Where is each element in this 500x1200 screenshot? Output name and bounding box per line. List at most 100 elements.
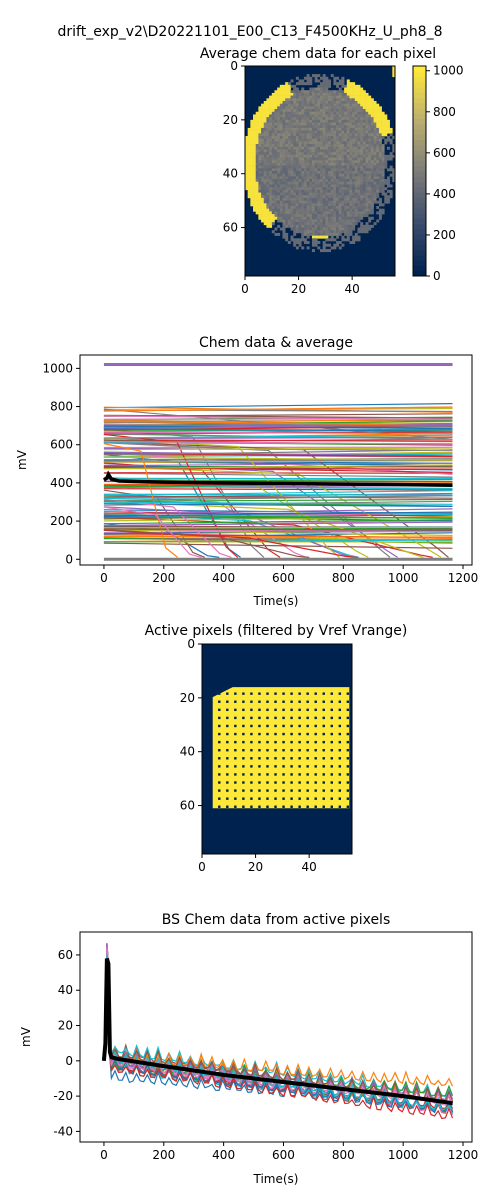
heatmap-cell (320, 189, 323, 193)
heatmap-cell (277, 197, 281, 201)
heatmap-cell (368, 98, 372, 102)
inactive-pixel (218, 749, 221, 752)
heatmap-cell (298, 125, 302, 129)
colorbar-step (413, 255, 426, 261)
heatmap-cell (309, 125, 313, 129)
heatmap-cell (378, 179, 382, 183)
heatmap-cell (352, 195, 356, 199)
series-line (103, 436, 453, 440)
heatmap-cell (341, 130, 345, 134)
heatmap-cell (386, 119, 390, 123)
heatmap-cell (349, 146, 353, 150)
heatmap-cell (357, 125, 361, 129)
heatmap-cell (314, 141, 318, 145)
heatmap-cell (357, 111, 361, 115)
heatmap-cell (277, 162, 281, 166)
heatmap-cell (247, 149, 251, 153)
heatmap-cell (360, 138, 364, 142)
heatmap-cell (269, 127, 273, 131)
heatmap-cell (336, 179, 340, 183)
heatmap-cell (344, 109, 348, 113)
heatmap-cell (277, 141, 281, 145)
heatmap-cell (373, 136, 377, 139)
y-tick-label: 60 (58, 948, 73, 962)
heatmap-cell (354, 136, 358, 139)
heatmap-cell (344, 219, 348, 223)
inactive-pixel (338, 700, 342, 703)
heatmap-cell (293, 181, 297, 185)
heatmap-cell (370, 152, 374, 156)
heatmap-cell (295, 189, 299, 193)
heatmap-cell (258, 211, 262, 215)
heatmap-cell (274, 114, 278, 118)
heatmap-cell (266, 200, 270, 204)
inactive-pixel (346, 724, 350, 728)
colorbar-step (413, 265, 426, 272)
heatmap-cell (274, 152, 278, 156)
heatmap-cell (376, 106, 380, 110)
heatmap-cell (346, 222, 350, 226)
heatmap-cell (360, 119, 364, 123)
heatmap-cell (328, 125, 332, 129)
heatmap-cell (290, 136, 294, 139)
heatmap-cell (285, 103, 289, 107)
heatmap-cell (373, 109, 377, 113)
heatmap-cell (381, 184, 385, 188)
heatmap-cell (344, 141, 348, 145)
heatmap-cell (357, 106, 361, 110)
inactive-pixel (314, 773, 317, 776)
heatmap-cell (341, 122, 345, 126)
heatmap-cell (301, 82, 305, 86)
heatmap-cell (287, 171, 291, 174)
heatmap-cell (362, 181, 366, 185)
heatmap-cell (325, 168, 329, 172)
heatmap-cell (322, 103, 326, 107)
heatmap-cell (330, 195, 334, 199)
heatmap-cell (309, 187, 313, 191)
heatmap-cell (311, 235, 315, 239)
heatmap-cell (352, 206, 356, 209)
heatmap-cell (389, 189, 393, 193)
heatmap-cell (320, 98, 323, 102)
heatmap-cell (333, 109, 337, 113)
heatmap-cell (269, 222, 273, 226)
heatmap-cell (346, 114, 350, 118)
heatmap-cell (360, 176, 364, 180)
heatmap-cell (357, 92, 361, 96)
heatmap-cell (349, 138, 353, 142)
heatmap-cell (277, 224, 281, 228)
heatmap-cell (258, 165, 262, 169)
heatmap-cell (301, 246, 305, 250)
heatmap-cell (303, 92, 307, 96)
heatmap-cell (346, 136, 350, 139)
heatmap-cell (338, 165, 342, 169)
heatmap-cell (282, 216, 286, 220)
heatmap-cell (263, 152, 267, 156)
heatmap-cell (330, 235, 334, 239)
heatmap-cell (325, 219, 329, 223)
heatmap-cell (330, 179, 334, 183)
inactive-pixel (282, 797, 285, 800)
heatmap-cell (365, 160, 369, 164)
inactive-pixel (274, 700, 277, 703)
y-axis-label: mV (19, 1026, 33, 1047)
heatmap-cell (368, 103, 372, 107)
heatmap-cell (346, 149, 350, 153)
heatmap-cell (309, 197, 313, 201)
heatmap-cell (311, 149, 315, 153)
heatmap-cell (349, 241, 353, 244)
heatmap-cell (298, 230, 302, 234)
heatmap-cell (352, 162, 356, 166)
heatmap-cell (338, 181, 342, 185)
heatmap-cell (263, 197, 267, 201)
heatmap-cell (328, 243, 332, 247)
heatmap-cell (253, 157, 257, 161)
inactive-pixel (298, 724, 301, 728)
heatmap-cell (279, 90, 283, 94)
heatmap-cell (258, 152, 262, 156)
heatmap-cell (376, 111, 380, 115)
heatmap-cell (271, 165, 275, 169)
heatmap-cell (346, 92, 350, 96)
heatmap-cell (274, 144, 278, 148)
heatmap-cell (261, 173, 265, 177)
